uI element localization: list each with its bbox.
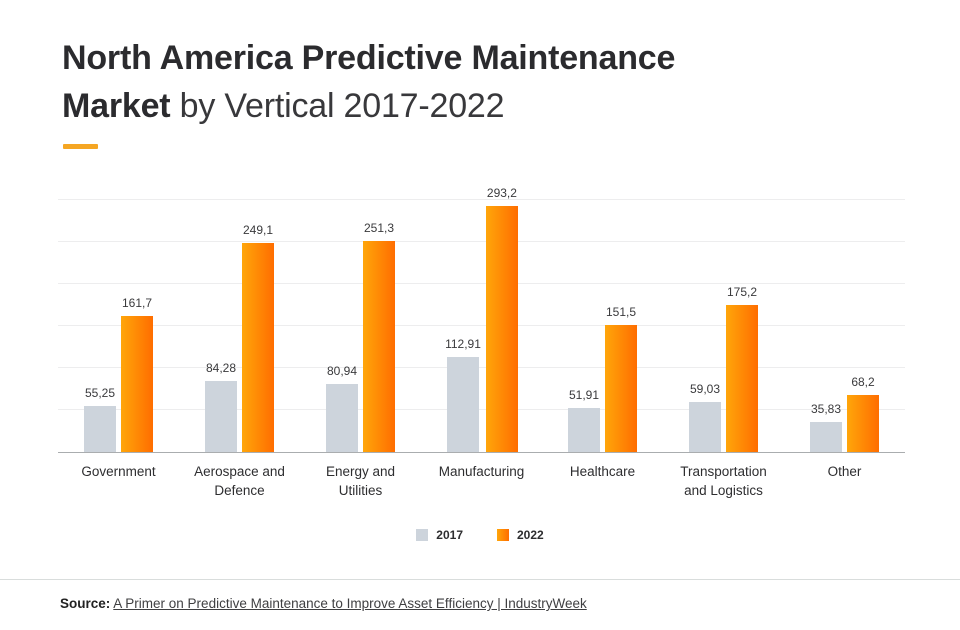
bar-group-government: 55,25 161,7 <box>58 185 179 452</box>
bar-column-2017-manufacturing: 112,91 <box>445 185 481 452</box>
title-bold-text: North America Predictive Maintenance <box>62 39 676 77</box>
bar-column-2022-aerospace-and-defence: 249,1 <box>242 185 274 452</box>
legend-swatch-2017 <box>416 529 429 541</box>
bar-2022-other <box>847 394 879 452</box>
bar-value-label-2022-transportation-and-logistics: 175,2 <box>726 284 758 299</box>
bar-value-label-2022-other: 68,2 <box>851 374 875 389</box>
bar-column-2022-government: 161,7 <box>121 185 153 452</box>
source-line: Source: A Primer on Predictive Maintenan… <box>60 596 587 611</box>
bar-2017-aerospace-and-defence <box>205 381 237 452</box>
bar-column-2022-energy-and-utilities: 251,3 <box>363 185 395 452</box>
title-bold-text: Market <box>62 87 171 125</box>
title-accent-dash <box>63 144 98 149</box>
bar-value-label-2017-healthcare: 51,91 <box>568 388 600 403</box>
title-regular-text: by Vertical 2017-2022 <box>170 87 505 125</box>
header: North America Predictive Maintenance Mar… <box>0 0 960 149</box>
bar-value-label-2017-aerospace-and-defence: 84,28 <box>205 361 237 376</box>
page-title-line-1: North America Predictive Maintenance <box>62 34 900 82</box>
bar-2017-other <box>810 421 842 452</box>
footer-divider <box>0 579 960 580</box>
category-label-government: Government <box>81 464 156 479</box>
chart-plot-area: 55,25 161,7 84,28 249,1 80,94 251,3 112,91 293,… <box>58 185 905 453</box>
bar-column-2017-government: 55,25 <box>84 185 116 452</box>
bar-column-2017-aerospace-and-defence: 84,28 <box>205 185 237 452</box>
bar-value-label-2022-healthcare: 151,5 <box>605 304 637 319</box>
chart-legend: 2017 2022 <box>0 528 960 542</box>
bar-column-2017-transportation-and-logistics: 59,03 <box>689 185 721 452</box>
bar-2022-government <box>121 316 153 452</box>
bar-column-2017-other: 35,83 <box>810 185 842 452</box>
bar-column-2022-healthcare: 151,5 <box>605 185 637 452</box>
gridline-150 <box>58 325 905 326</box>
bar-column-2022-transportation-and-logistics: 175,2 <box>726 185 758 452</box>
bar-value-label-2022-aerospace-and-defence: 249,1 <box>242 222 274 237</box>
bar-value-label-2022-manufacturing: 293,2 <box>486 185 517 200</box>
gridline-100 <box>58 367 905 368</box>
bar-2022-manufacturing <box>485 205 518 452</box>
source-link[interactable]: A Primer on Predictive Maintenance to Im… <box>113 596 587 611</box>
bar-2022-energy-and-utilities <box>363 240 395 452</box>
bar-2017-manufacturing <box>447 357 479 452</box>
bar-value-label-2017-manufacturing: 112,91 <box>445 337 481 352</box>
bar-2017-healthcare <box>568 408 600 452</box>
category-axis: Government Aerospace and Defence Energy an… <box>58 462 905 500</box>
bar-value-label-2022-government: 161,7 <box>121 296 153 311</box>
bar-groups: 55,25 161,7 84,28 249,1 80,94 251,3 112,91 293,… <box>58 185 905 452</box>
bar-value-label-2017-energy-and-utilities: 80,94 <box>326 364 358 378</box>
bar-group-aerospace-and-defence: 84,28 249,1 <box>179 185 300 452</box>
category-label-other: Other <box>827 464 862 479</box>
legend-swatch-2022 <box>497 529 509 541</box>
bar-2022-transportation-and-logistics <box>726 304 758 452</box>
category-label-energy-and-utilities: Energy and Utilities <box>325 464 396 498</box>
bar-2017-energy-and-utilities <box>326 384 358 452</box>
page-title-line-2: Market by Vertical 2017-2022 <box>62 82 900 130</box>
bar-chart: 55,25 161,7 84,28 249,1 80,94 251,3 112,91 293,… <box>58 185 905 500</box>
bar-group-other: 35,83 68,2 <box>784 185 905 452</box>
bar-group-energy-and-utilities: 80,94 251,3 <box>300 185 421 452</box>
legend-item-2022: 2022 <box>497 528 544 542</box>
legend-item-2017: 2017 <box>416 528 463 542</box>
bar-group-manufacturing: 112,91 293,2 <box>421 185 542 452</box>
legend-label-2017: 2017 <box>436 528 463 542</box>
bar-group-transportation-and-logistics: 59,03 175,2 <box>663 185 784 452</box>
source-prefix: Source: <box>60 596 111 611</box>
bar-value-label-2017-other: 35,83 <box>810 401 842 416</box>
gridline-250 <box>58 241 905 242</box>
bar-value-label-2022-energy-and-utilities: 251,3 <box>363 220 395 235</box>
legend-label-2022: 2022 <box>517 528 544 542</box>
bar-column-2022-manufacturing: 293,2 <box>485 185 518 452</box>
category-label-manufacturing: Manufacturing <box>438 464 525 479</box>
bar-2022-healthcare <box>605 324 637 452</box>
bar-2022-aerospace-and-defence <box>242 242 274 452</box>
bar-group-healthcare: 51,91 151,5 <box>542 185 663 452</box>
bar-column-2022-other: 68,2 <box>847 185 879 452</box>
bar-value-label-2017-government: 55,25 <box>84 385 116 400</box>
gridline-300 <box>58 199 905 200</box>
bar-value-label-2017-transportation-and-logistics: 59,03 <box>689 382 721 397</box>
category-label-aerospace-and-defence: Aerospace and Defence <box>194 464 285 498</box>
category-label-healthcare: Healthcare <box>569 464 636 479</box>
category-label-transportation-and-logistics: Transportation and Logistics <box>680 464 767 498</box>
gridline-200 <box>58 283 905 284</box>
bar-column-2017-energy-and-utilities: 80,94 <box>326 185 358 452</box>
bar-2017-transportation-and-logistics <box>689 402 721 452</box>
gridline-50 <box>58 409 905 410</box>
bar-column-2017-healthcare: 51,91 <box>568 185 600 452</box>
bar-2017-government <box>84 405 116 452</box>
